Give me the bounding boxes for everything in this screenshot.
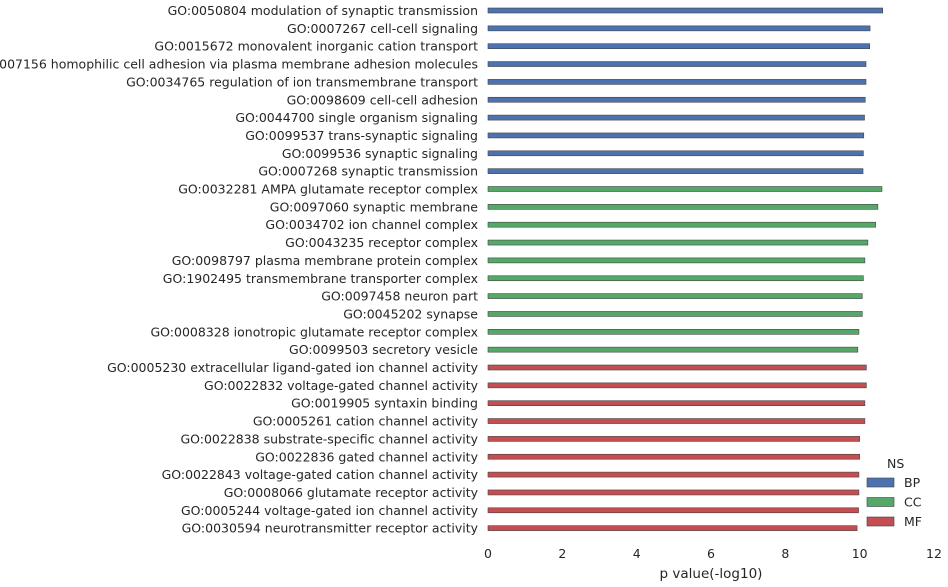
bar-bp — [487, 168, 864, 174]
x-tick-label: 2 — [558, 546, 566, 561]
legend-swatch-cc — [866, 497, 895, 507]
x-axis-ticks: 0 2 4 6 8 10 12 — [484, 546, 942, 561]
bar-mf — [487, 489, 860, 496]
category-label: GO:0043235 receptor complex — [285, 235, 478, 250]
x-tick-label: 6 — [707, 546, 715, 561]
bar-cc — [487, 328, 860, 335]
bar-bp — [487, 61, 867, 67]
category-label: GO:0032281 AMPA glutamate receptor compl… — [178, 182, 478, 197]
x-tick-label: 0 — [484, 546, 492, 561]
bar-bp — [487, 132, 865, 139]
bar-cc — [487, 257, 866, 264]
legend-label-mf: MF — [904, 514, 922, 529]
bar-mf — [487, 471, 860, 478]
bar-mf — [487, 418, 866, 424]
category-label: GO:0019905 syntaxin binding — [291, 396, 478, 411]
legend-label-bp: BP — [904, 475, 921, 490]
category-label: GO:0007267 cell-cell signaling — [287, 21, 478, 36]
category-label: GO:0022832 voltage-gated channel activit… — [204, 378, 479, 393]
category-label: GO:0045202 synapse — [343, 306, 478, 321]
x-tick-label: 4 — [633, 546, 641, 561]
category-label: GO:0097060 synaptic membrane — [270, 199, 479, 214]
legend: NS BP CC MF — [866, 456, 922, 529]
category-label: GO:0099536 synaptic signaling — [282, 146, 478, 161]
legend-label-cc: CC — [904, 495, 922, 510]
category-label: GO:0044700 single organism signaling — [235, 110, 478, 125]
category-label: GO:0099537 trans-synaptic signaling — [245, 128, 478, 143]
category-label: GO:0030594 neurotransmitter receptor act… — [182, 521, 479, 536]
bar-cc — [487, 186, 883, 192]
bar-cc — [487, 275, 864, 282]
bar-bp — [487, 150, 864, 157]
x-axis-title: p value(-log10) — [660, 566, 763, 582]
bar-mf — [487, 400, 866, 407]
bar-cc — [487, 311, 863, 317]
category-label: GO:0022843 voltage-gated cation channel … — [162, 467, 479, 482]
legend-swatch-bp — [866, 477, 895, 488]
category-labels: GO:0050804 modulation of synaptic transm… — [0, 3, 479, 536]
x-tick-label: 10 — [852, 546, 868, 561]
category-label: GO:1902495 transmembrane transporter com… — [163, 271, 478, 286]
bar-bp — [487, 79, 867, 85]
bar-cc — [487, 204, 879, 210]
bar-mf — [487, 507, 859, 514]
category-label: GO:0008066 glutamate receptor activity — [224, 485, 479, 500]
category-label: GO:0097458 neuron part — [321, 289, 478, 304]
bar-mf — [487, 436, 860, 442]
category-label: GO:0007268 synaptic transmission — [258, 164, 478, 179]
category-label: GO:0034765 regulation of ion transmembra… — [126, 74, 478, 89]
category-label: GO:0007156 homophilic cell adhesion via … — [0, 57, 478, 72]
bar-mf — [487, 382, 867, 389]
category-label: GO:0050804 modulation of synaptic transm… — [168, 3, 478, 18]
bars — [487, 7, 884, 531]
category-label: GO:0005244 voltage-gated ion channel act… — [181, 503, 479, 518]
bar-mf — [487, 525, 858, 531]
category-label: GO:0022838 substrate-specific channel ac… — [180, 431, 478, 446]
bar-cc — [487, 346, 859, 353]
category-label: GO:0034702 ion channel complex — [265, 217, 478, 232]
bar-cc — [487, 293, 863, 299]
category-label: GO:0005261 cation channel activity — [253, 414, 479, 429]
bar-cc — [487, 239, 869, 246]
x-tick-label: 8 — [781, 546, 789, 561]
legend-title: NS — [887, 456, 904, 471]
x-tick-label: 12 — [926, 546, 942, 561]
category-label: GO:0098609 cell-cell adhesion — [287, 92, 478, 107]
legend-swatch-mf — [866, 516, 895, 527]
bar-bp — [487, 7, 884, 14]
bar-bp — [487, 114, 865, 121]
bar-bp — [487, 25, 871, 32]
category-label: GO:0099503 secretory vesicle — [289, 342, 478, 357]
bar-mf — [487, 364, 867, 371]
category-label: GO:0022836 gated channel activity — [255, 449, 478, 464]
bar-cc — [487, 221, 876, 228]
category-label: GO:0098797 plasma membrane protein compl… — [172, 253, 478, 268]
bar-mf — [487, 453, 860, 460]
bar-bp — [487, 96, 866, 103]
category-label: GO:0008328 ionotropic glutamate receptor… — [151, 324, 479, 339]
category-label: GO:0015672 monovalent inorganic cation t… — [154, 39, 478, 54]
category-label: GO:0005230 extracellular ligand-gated io… — [107, 360, 479, 375]
bar-bp — [487, 43, 871, 50]
